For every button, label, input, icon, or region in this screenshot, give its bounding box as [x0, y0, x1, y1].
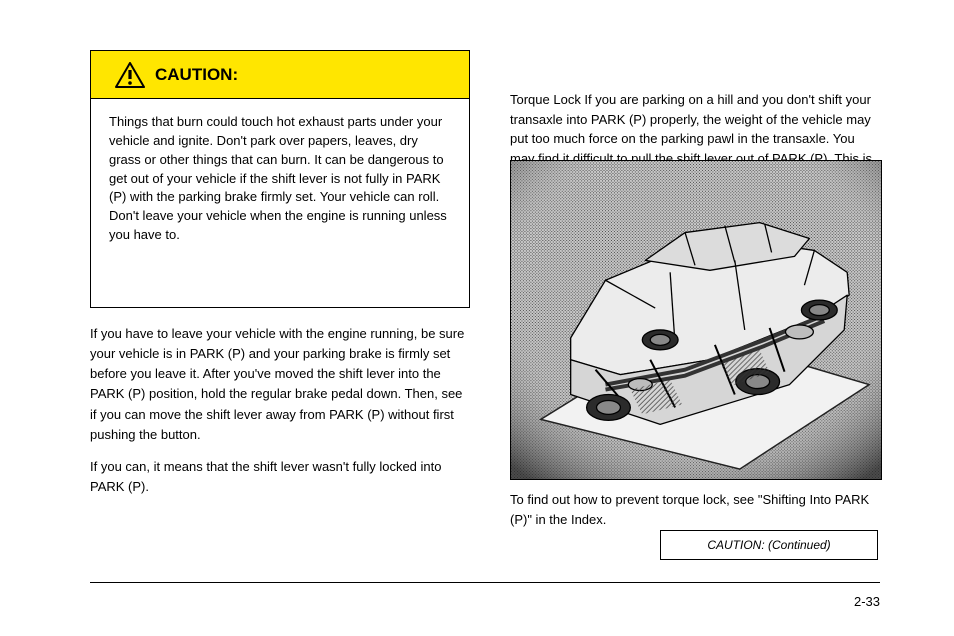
car-underside-illustration	[510, 160, 882, 480]
manual-page: CAUTION: Things that burn could touch ho…	[0, 0, 954, 636]
right-bottom-caption: To find out how to prevent torque lock, …	[510, 490, 880, 529]
caution-continued-label: CAUTION: (Continued)	[707, 538, 830, 552]
left-paragraph-1: If you have to leave your vehicle with t…	[90, 324, 470, 445]
footer-rule	[90, 582, 880, 583]
page-number: 2-33	[854, 594, 880, 609]
left-paragraph-2: If you can, it means that the shift leve…	[90, 457, 470, 497]
caution-box: CAUTION: Things that burn could touch ho…	[90, 50, 470, 308]
caution-body-text: Things that burn could touch hot exhaust…	[91, 99, 469, 259]
warning-triangle-icon	[115, 62, 145, 88]
caution-header: CAUTION:	[91, 51, 469, 99]
left-column-text: If you have to leave your vehicle with t…	[90, 324, 470, 509]
caution-header-label: CAUTION:	[155, 65, 238, 85]
caution-continued-box: CAUTION: (Continued)	[660, 530, 878, 560]
